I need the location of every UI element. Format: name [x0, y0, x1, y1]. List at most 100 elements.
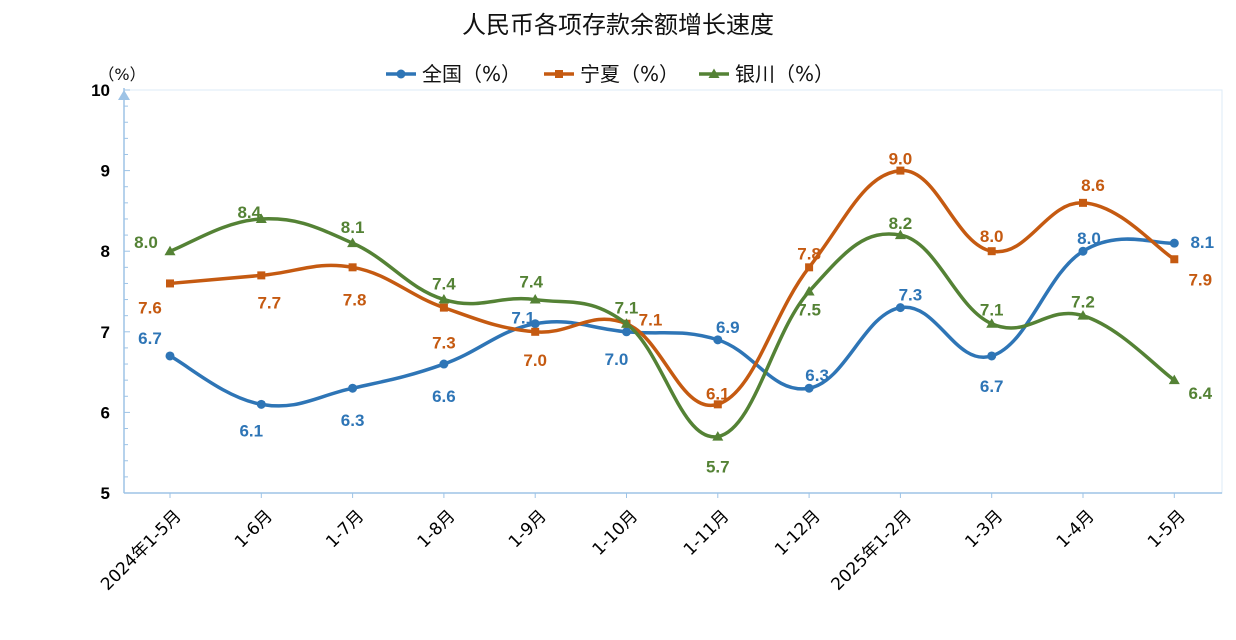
data-label-yinchuan: 8.2: [889, 214, 913, 233]
data-point-national: [348, 383, 358, 393]
legend-label: 宁夏（%）: [580, 62, 679, 86]
data-label-ningxia: 7.8: [797, 244, 821, 263]
plot-area-border: [123, 89, 1223, 494]
data-label-national: 6.3: [341, 411, 365, 430]
series-layer: [164, 166, 1180, 441]
data-label-ningxia: 7.6: [138, 298, 162, 317]
data-label-ningxia: 7.8: [343, 290, 367, 309]
data-label-yinchuan: 7.1: [980, 301, 1004, 320]
data-label-ningxia: 7.7: [257, 293, 281, 312]
data-point-national: [895, 303, 905, 313]
legend: 全国（%） 宁夏（%） 银川（%）: [386, 62, 834, 86]
data-label-yinchuan: 5.7: [706, 458, 730, 477]
data-label-national: 6.9: [716, 318, 740, 337]
legend-label: 银川（%）: [735, 62, 834, 86]
data-label-yinchuan: 7.1: [615, 299, 639, 318]
data-label-national: 7.3: [899, 286, 923, 305]
data-label-national: 8.1: [1190, 233, 1214, 252]
data-labels-layer: 6.7 6.1 6.3 6.6 7.1 7.0 6.9 6.3 7.3 6.7 8.0 8.1 7.6 7…: [134, 150, 1214, 477]
chart-title: 人民币各项存款余额增长速度: [462, 11, 774, 39]
data-point-ningxia: [713, 400, 722, 409]
y-axis-unit: （%）: [98, 65, 145, 84]
data-label-yinchuan: 7.2: [1071, 293, 1095, 312]
data-point-national: [256, 399, 266, 409]
series-national: [165, 237, 1179, 409]
series-line-yinchuan: [168, 217, 1177, 439]
x-tick-label: 1-10月: [589, 506, 642, 559]
data-point-ningxia: [348, 263, 357, 272]
data-point-yinchuan: [621, 318, 632, 328]
x-tick-label: 1-12月: [771, 506, 824, 559]
data-point-national: [439, 359, 449, 369]
legend-swatch-marker: [708, 68, 720, 78]
data-point-ningxia: [531, 327, 540, 336]
data-label-ningxia: 9.0: [889, 150, 913, 169]
data-point-yinchuan: [803, 286, 815, 296]
legend-label: 全国（%）: [422, 62, 521, 86]
data-point-national: [165, 351, 175, 361]
data-label-yinchuan: 8.4: [237, 203, 261, 222]
data-label-national: 6.7: [980, 377, 1004, 396]
y-tick-label: 10: [91, 81, 110, 100]
legend-item-ningxia: 宁夏（%）: [544, 62, 679, 86]
series-ningxia: [166, 166, 1179, 409]
x-tick-label: 1-5月: [1144, 506, 1190, 552]
data-point-ningxia: [439, 303, 448, 312]
data-point-ningxia: [166, 279, 174, 288]
data-point-national: [1078, 246, 1088, 256]
data-point-ningxia: [896, 166, 905, 175]
data-point-national: [804, 383, 814, 393]
data-label-yinchuan: 8.0: [134, 233, 158, 252]
y-axis-arrow: [118, 90, 130, 100]
data-point-ningxia: [1079, 198, 1087, 207]
y-tick-label: 9: [101, 162, 110, 181]
data-point-ningxia: [987, 247, 996, 256]
data-label-ningxia: 8.6: [1081, 176, 1105, 195]
data-label-ningxia: 7.9: [1188, 270, 1212, 289]
data-point-national: [622, 327, 631, 337]
data-point-yinchuan: [164, 245, 176, 256]
y-tick-label: 6: [101, 403, 110, 422]
data-point-ningxia: [805, 263, 814, 272]
data-point-national: [713, 335, 723, 345]
series-yinchuan: [164, 213, 1180, 441]
x-tick-label: 1-11月: [680, 506, 733, 559]
legend-item-national: 全国（%）: [386, 62, 521, 86]
data-point-yinchuan: [712, 431, 724, 441]
data-point-yinchuan: [894, 229, 906, 240]
data-label-yinchuan: 8.1: [341, 218, 365, 237]
data-point-yinchuan: [1168, 374, 1180, 385]
data-label-national: 6.1: [239, 421, 263, 440]
data-point-ningxia: [1170, 255, 1179, 264]
data-label-yinchuan: 6.4: [1188, 384, 1212, 403]
data-label-national: 8.0: [1077, 229, 1101, 248]
data-label-national: 6.3: [805, 366, 829, 385]
data-point-national: [1169, 238, 1179, 248]
data-label-national: 7.1: [511, 309, 535, 328]
data-label-yinchuan: 7.4: [519, 273, 543, 292]
data-point-yinchuan: [438, 294, 450, 304]
y-tick-label: 5: [101, 484, 110, 503]
legend-swatch-marker: [555, 70, 563, 78]
data-label-ningxia: 8.0: [980, 227, 1004, 246]
data-point-national: [987, 351, 997, 361]
data-label-yinchuan: 7.4: [432, 275, 456, 294]
x-tick-label: 1-4月: [1053, 506, 1099, 552]
data-point-yinchuan: [1077, 310, 1089, 320]
x-tick-label: 1-7月: [322, 506, 368, 552]
data-point-ningxia: [257, 271, 266, 280]
data-label-national: 6.6: [432, 387, 456, 406]
data-label-ningxia: 7.0: [523, 351, 547, 370]
data-label-ningxia: 7.3: [432, 334, 456, 353]
axes: 5 6 7 8 9 10 2024年1-5月 1-6月 1-7月 1-8月 1-9月 1-10月 1-1…: [91, 81, 1222, 595]
data-point-national: [530, 319, 540, 329]
data-label-national: 6.7: [138, 329, 162, 348]
legend-swatch-marker: [396, 69, 406, 79]
x-tick-label: 2025年1-2月: [828, 506, 916, 594]
data-point-yinchuan: [529, 294, 541, 304]
y-tick-label: 7: [101, 323, 110, 342]
data-label-yinchuan: 7.5: [797, 301, 821, 320]
x-tick-label: 2024年1-5月: [97, 506, 185, 594]
